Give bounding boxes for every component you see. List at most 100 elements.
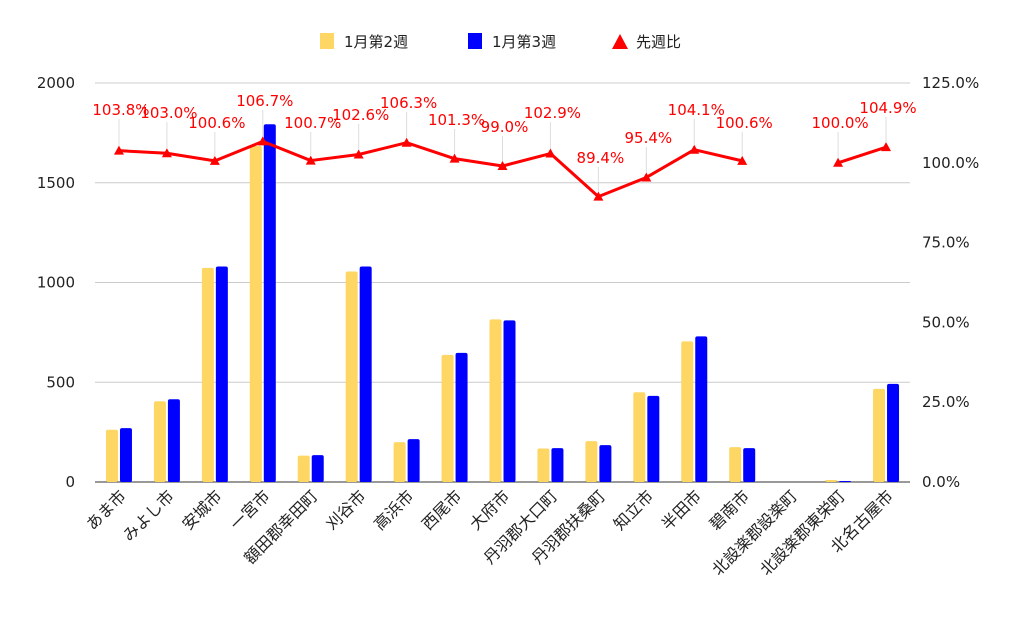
grid-lines bbox=[95, 82, 910, 483]
ratio-data-label: 106.7% bbox=[236, 92, 293, 110]
ratio-point bbox=[449, 153, 460, 163]
ratio-line-segment bbox=[118, 139, 743, 199]
ratio-point bbox=[689, 144, 700, 154]
bar-week3 bbox=[887, 383, 900, 482]
legend: 1月第2週 1月第3週 先週比 bbox=[320, 33, 681, 51]
ratio-point bbox=[641, 172, 652, 182]
ratio-data-label: 100.6% bbox=[716, 114, 773, 132]
ratio-point bbox=[209, 155, 220, 165]
bar-week3 bbox=[263, 124, 276, 482]
ratio-data-label: 100.6% bbox=[188, 114, 245, 132]
left-tick-label: 2000 bbox=[37, 74, 75, 92]
ratio-point bbox=[833, 157, 844, 167]
right-tick-label: 0.0% bbox=[922, 473, 960, 491]
bar-week2 bbox=[681, 341, 694, 482]
bar-week2 bbox=[105, 429, 118, 482]
left-tick-label: 500 bbox=[46, 373, 75, 391]
legend-label: 先週比 bbox=[636, 33, 681, 51]
right-tick-label: 125.0% bbox=[922, 74, 979, 92]
legend-label: 1月第3週 bbox=[492, 33, 556, 51]
ratio-data-label: 103.8% bbox=[92, 101, 149, 119]
bars bbox=[105, 124, 900, 482]
ratio-point bbox=[113, 145, 124, 155]
bar-week3 bbox=[455, 352, 468, 482]
ratio-data-label: 101.3% bbox=[428, 111, 485, 129]
ratio-data-label: 106.3% bbox=[380, 94, 437, 112]
ratio-data-label: 100.7% bbox=[284, 114, 341, 132]
ratio-point bbox=[545, 148, 556, 158]
category-label: 西尾市 bbox=[418, 486, 465, 533]
right-tick-label: 50.0% bbox=[922, 313, 970, 331]
bar-week2 bbox=[201, 267, 214, 482]
ratio-point bbox=[593, 191, 604, 201]
ratio-point bbox=[257, 136, 268, 146]
category-label: 高浜市 bbox=[370, 486, 417, 533]
bar-week3 bbox=[359, 266, 372, 482]
ratio-point bbox=[353, 149, 364, 159]
ratio-data-label: 89.4% bbox=[577, 149, 625, 167]
category-label: 知立市 bbox=[610, 486, 657, 533]
left-tick-label: 1500 bbox=[37, 174, 75, 192]
bar-week2 bbox=[585, 441, 598, 482]
ratio-data-label: 102.6% bbox=[332, 106, 389, 124]
category-label: 刈谷市 bbox=[322, 486, 369, 533]
bar-week3 bbox=[743, 448, 756, 482]
bar-week2 bbox=[729, 447, 742, 482]
ratio-data-label: 102.9% bbox=[524, 104, 581, 122]
ratio-data-label: 104.1% bbox=[668, 101, 725, 119]
bar-week2 bbox=[153, 401, 166, 482]
left-tick-label: 1000 bbox=[37, 274, 75, 292]
bar-week3 bbox=[839, 481, 852, 482]
ratio-point bbox=[161, 148, 172, 158]
ratio-point bbox=[305, 155, 316, 165]
bar-week2 bbox=[249, 145, 262, 482]
ratio-point bbox=[497, 160, 508, 170]
ratio-point bbox=[401, 137, 412, 147]
bar-week2 bbox=[441, 354, 454, 482]
bar-week3 bbox=[695, 336, 708, 482]
left-axis-ticks: 0 500 1000 1500 2000 bbox=[37, 74, 75, 491]
bar-week3 bbox=[311, 455, 324, 482]
legend-swatch bbox=[468, 33, 482, 49]
right-tick-label: 100.0% bbox=[922, 154, 979, 172]
right-axis-ticks: 0.0% 25.0% 50.0% 75.0% 100.0% 125.0% bbox=[922, 74, 979, 491]
category-label: 北設楽郡東栄町 bbox=[756, 486, 849, 579]
legend-marker-triangle bbox=[612, 34, 628, 49]
legend-label: 1月第2週 bbox=[344, 33, 408, 51]
ratio-data-label: 103.0% bbox=[140, 104, 197, 122]
bar-week3 bbox=[647, 395, 660, 482]
bar-week2 bbox=[393, 442, 406, 482]
category-label: みよし市 bbox=[119, 486, 178, 545]
ratio-line-segment bbox=[837, 145, 887, 165]
ratio-line: 103.8%103.0%100.6%106.7%100.7%102.6%106.… bbox=[92, 92, 917, 201]
bar-week2 bbox=[873, 388, 886, 482]
right-tick-label: 75.0% bbox=[922, 234, 970, 252]
legend-swatch bbox=[320, 33, 334, 49]
bar-week3 bbox=[599, 445, 612, 482]
category-label: 安城市 bbox=[178, 486, 225, 533]
bar-week3 bbox=[119, 428, 132, 482]
ratio-point bbox=[881, 142, 892, 152]
bar-week3 bbox=[167, 399, 180, 482]
bar-week3 bbox=[215, 266, 228, 482]
ratio-data-label: 99.0% bbox=[481, 118, 529, 136]
category-label: 北設楽郡設楽町 bbox=[708, 486, 801, 579]
bar-week2 bbox=[345, 271, 358, 482]
bar-week2 bbox=[633, 392, 646, 482]
ratio-point bbox=[737, 155, 748, 165]
bar-week3 bbox=[551, 448, 564, 482]
ratio-data-label: 100.0% bbox=[811, 114, 868, 132]
left-tick-label: 0 bbox=[65, 473, 75, 491]
right-tick-label: 25.0% bbox=[922, 393, 970, 411]
category-label: 半田市 bbox=[658, 486, 705, 533]
ratio-data-label: 104.9% bbox=[859, 99, 916, 117]
ratio-data-label: 95.4% bbox=[624, 129, 672, 147]
bar-week2 bbox=[297, 455, 310, 482]
bar-week3 bbox=[503, 320, 516, 482]
bar-week2 bbox=[537, 448, 550, 482]
bar-week2 bbox=[825, 480, 838, 482]
bar-week3 bbox=[407, 439, 420, 482]
